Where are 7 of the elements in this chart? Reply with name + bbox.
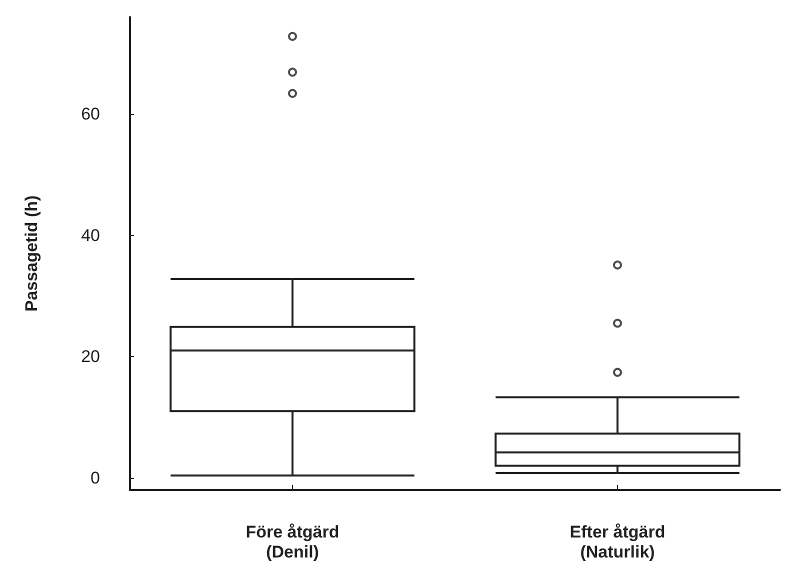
x-tick-label: Efter åtgärd (Naturlik) [570,522,666,562]
y-tick-label: 60 [81,104,100,124]
y-tick-label: 20 [81,347,100,366]
y-axis-title: Passagetid (h) [22,195,41,312]
x-tick-label: Före åtgärd (Denil) [246,522,340,562]
y-tick-label: 0 [90,468,100,488]
y-tick-label: 40 [81,226,100,245]
